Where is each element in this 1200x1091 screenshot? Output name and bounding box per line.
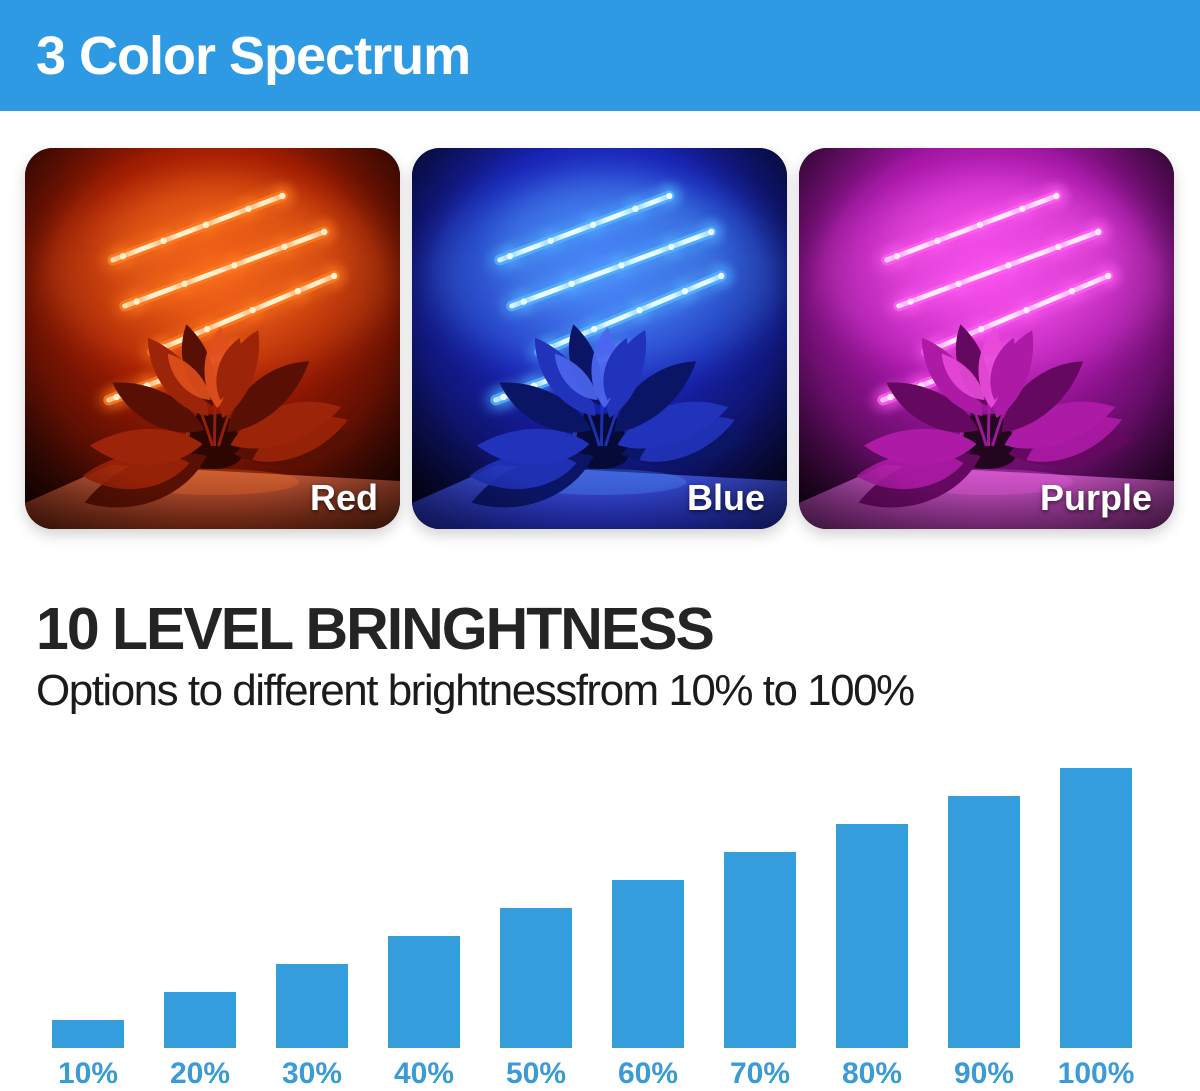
header-title: 3 Color Spectrum [36,25,471,86]
bar-label: 40% [393,1057,455,1090]
header-banner: 3 Color Spectrum [0,0,1200,111]
brightness-bar [1060,768,1132,1048]
spectrum-panel-red: Red [25,148,400,529]
brightness-bar [836,824,908,1048]
chart-column: 60% [612,880,684,1090]
chart-column: 80% [836,824,908,1090]
spectrum-label-purple: Purple [1039,477,1152,518]
spectrum-panel-purple: Purple [799,148,1174,529]
brightness-heading: 10 LEVEL BRINGHTNESS [36,596,715,662]
spectrum-label-red: Red [309,477,378,518]
chart-column: 10% [52,1020,124,1090]
spectrum-panel-blue: Blue [412,148,787,529]
brightness-bar-chart: 10% 20% 30% 40% 50% 60% 70% 80% 90% 100% [0,768,1200,1090]
bar-label: 10% [57,1057,119,1090]
plant-photo-blue [412,148,787,529]
brightness-bar [948,796,1020,1048]
brightness-bar [388,936,460,1048]
bar-label: 50% [505,1057,567,1090]
chart-column: 90% [948,796,1020,1090]
brightness-bar [500,908,572,1048]
brightness-subheading: Options to different brightnessfrom 10% … [36,666,915,715]
color-spectrum-panels: Red Blue [0,148,1200,529]
brightness-bar [276,964,348,1048]
bar-label: 90% [953,1057,1015,1090]
chart-column: 100% [1057,768,1135,1090]
chart-column: 30% [276,964,348,1090]
brightness-bar [52,1020,124,1048]
spectrum-label-blue: Blue [686,477,765,518]
brightness-bar [164,992,236,1048]
chart-column: 70% [724,852,796,1090]
brightness-section: 10 LEVEL BRINGHTNESS Options to differen… [0,599,1200,715]
brightness-bar [612,880,684,1048]
bar-label: 70% [729,1057,791,1090]
plant-photo-purple [799,148,1174,529]
bar-label: 30% [281,1057,343,1090]
brightness-bar [724,852,796,1048]
plant-photo-red [25,148,400,529]
bar-label: 20% [169,1057,231,1090]
bar-label: 100% [1057,1057,1135,1090]
bar-label: 80% [841,1057,903,1090]
chart-column: 40% [388,936,460,1090]
chart-column: 50% [500,908,572,1090]
bar-label: 60% [617,1057,679,1090]
chart-column: 20% [164,992,236,1090]
